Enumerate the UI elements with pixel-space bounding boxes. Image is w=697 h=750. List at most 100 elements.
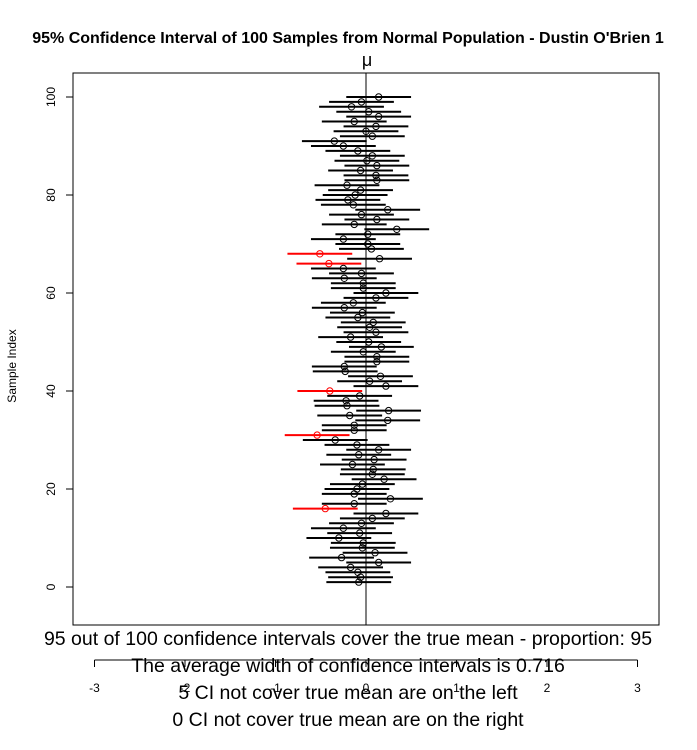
sample-mean-point: [353, 441, 361, 449]
sample-mean-point: [354, 568, 362, 576]
sample-mean-point: [357, 98, 366, 106]
sample-mean-point: [374, 558, 383, 567]
sample-mean-point: [339, 142, 348, 150]
x-tick-label: 1: [453, 681, 460, 695]
summary-line: 0 CI not cover true mean are on the righ…: [172, 709, 524, 731]
sample-mean-point: [358, 480, 367, 488]
sample-mean-point: [365, 377, 374, 385]
sample-mean-point: [376, 372, 385, 380]
sample-mean-point: [340, 274, 348, 282]
sample-mean-point: [369, 465, 377, 474]
sample-mean-point: [359, 348, 367, 356]
sample-mean-point: [330, 137, 339, 145]
sample-mean-point: [384, 406, 393, 415]
sample-mean-point: [342, 397, 350, 405]
y-tick-label: 80: [44, 188, 58, 202]
sample-mean-point: [343, 181, 351, 189]
sample-mean-point: [374, 93, 383, 101]
sample-mean-point: [321, 504, 329, 513]
y-tick-label: 100: [44, 87, 58, 107]
sample-mean-point: [350, 421, 358, 429]
sample-mean-point: [348, 460, 357, 469]
sample-mean-point: [350, 220, 358, 229]
sample-mean-point: [374, 112, 383, 121]
summary-line: The average width of confidence interval…: [131, 655, 565, 677]
confidence-intervals: [284, 93, 430, 586]
sample-mean-point: [382, 509, 390, 518]
sample-mean-point: [386, 495, 395, 503]
x-tick-label: -3: [89, 681, 100, 695]
y-tick-label: 40: [44, 384, 58, 398]
sample-mean-point: [316, 250, 324, 258]
sample-mean-point: [343, 402, 351, 410]
sample-mean-point: [340, 362, 348, 371]
sample-mean-point: [363, 157, 371, 165]
sample-mean-point: [331, 436, 339, 444]
sample-mean-point: [347, 103, 356, 111]
sample-mean-point: [358, 308, 367, 317]
sample-mean-point: [372, 171, 380, 180]
sample-mean-point: [337, 553, 346, 562]
sample-mean-point: [349, 299, 358, 307]
x-tick-label: 0: [363, 681, 370, 695]
sample-mean-point: [346, 333, 355, 341]
sample-mean-point: [354, 313, 362, 322]
sample-mean-point: [377, 343, 386, 351]
y-axis: 0 20 40 60 80 100: [44, 87, 74, 590]
sample-mean-point: [344, 196, 352, 204]
y-tick-label: 60: [44, 286, 58, 300]
summary-line: 95 out of 100 confidence intervals cover…: [44, 628, 652, 650]
sample-mean-point: [374, 446, 383, 454]
sample-mean-point: [371, 549, 379, 557]
sample-mean-point: [375, 255, 384, 263]
y-tick-label: 0: [44, 583, 58, 590]
chart-title: 95% Confidence Interval of 100 Samples f…: [32, 30, 664, 47]
sample-mean-point: [356, 186, 365, 194]
sample-mean-point: [373, 161, 381, 170]
sample-mean-point: [357, 210, 366, 219]
sample-mean-point: [370, 455, 378, 464]
sample-mean-point: [372, 294, 380, 302]
sample-mean-point: [373, 353, 381, 361]
sample-mean-point: [356, 166, 365, 175]
sample-mean-point: [364, 230, 372, 238]
sample-mean-point: [372, 328, 380, 336]
sample-mean-point: [384, 416, 392, 425]
sample-mean-point: [368, 470, 377, 478]
sample-mean-point: [313, 431, 321, 439]
sample-mean-point: [357, 269, 366, 278]
sample-mean-point: [369, 318, 377, 327]
sample-mean-point: [359, 539, 367, 547]
sample-mean-point: [350, 426, 358, 434]
sample-mean-point: [335, 534, 343, 542]
sample-mean-point: [353, 485, 361, 493]
sample-mean-point: [325, 259, 333, 268]
sample-mean-point: [355, 578, 363, 586]
x-tick-label: -2: [180, 681, 191, 695]
mu-label: μ: [362, 50, 372, 70]
sample-mean-point: [346, 563, 355, 572]
sample-mean-point: [357, 519, 366, 527]
sample-mean-point: [364, 240, 372, 248]
y-axis-label: Sample Index: [5, 329, 19, 402]
sample-mean-point: [354, 147, 362, 155]
sample-mean-point: [326, 387, 334, 395]
summary-text: 95 out of 100 confidence intervals cover…: [44, 628, 652, 731]
sample-mean-point: [350, 117, 358, 126]
sample-mean-point: [365, 108, 373, 116]
x-tick-label: 3: [634, 681, 641, 695]
sample-mean-point: [359, 284, 367, 292]
sample-mean-point: [373, 176, 381, 185]
sample-mean-point: [373, 215, 381, 224]
sample-mean-point: [368, 514, 377, 523]
sample-mean-point: [355, 529, 364, 537]
sample-mean-point: [355, 392, 364, 400]
sample-mean-point: [355, 451, 363, 459]
sample-mean-point: [382, 289, 390, 297]
sample-mean-point: [350, 500, 358, 508]
sample-mean-point: [382, 382, 390, 390]
sample-mean-point: [384, 206, 392, 214]
sample-mean-point: [368, 132, 377, 140]
sample-mean-point: [351, 191, 359, 199]
